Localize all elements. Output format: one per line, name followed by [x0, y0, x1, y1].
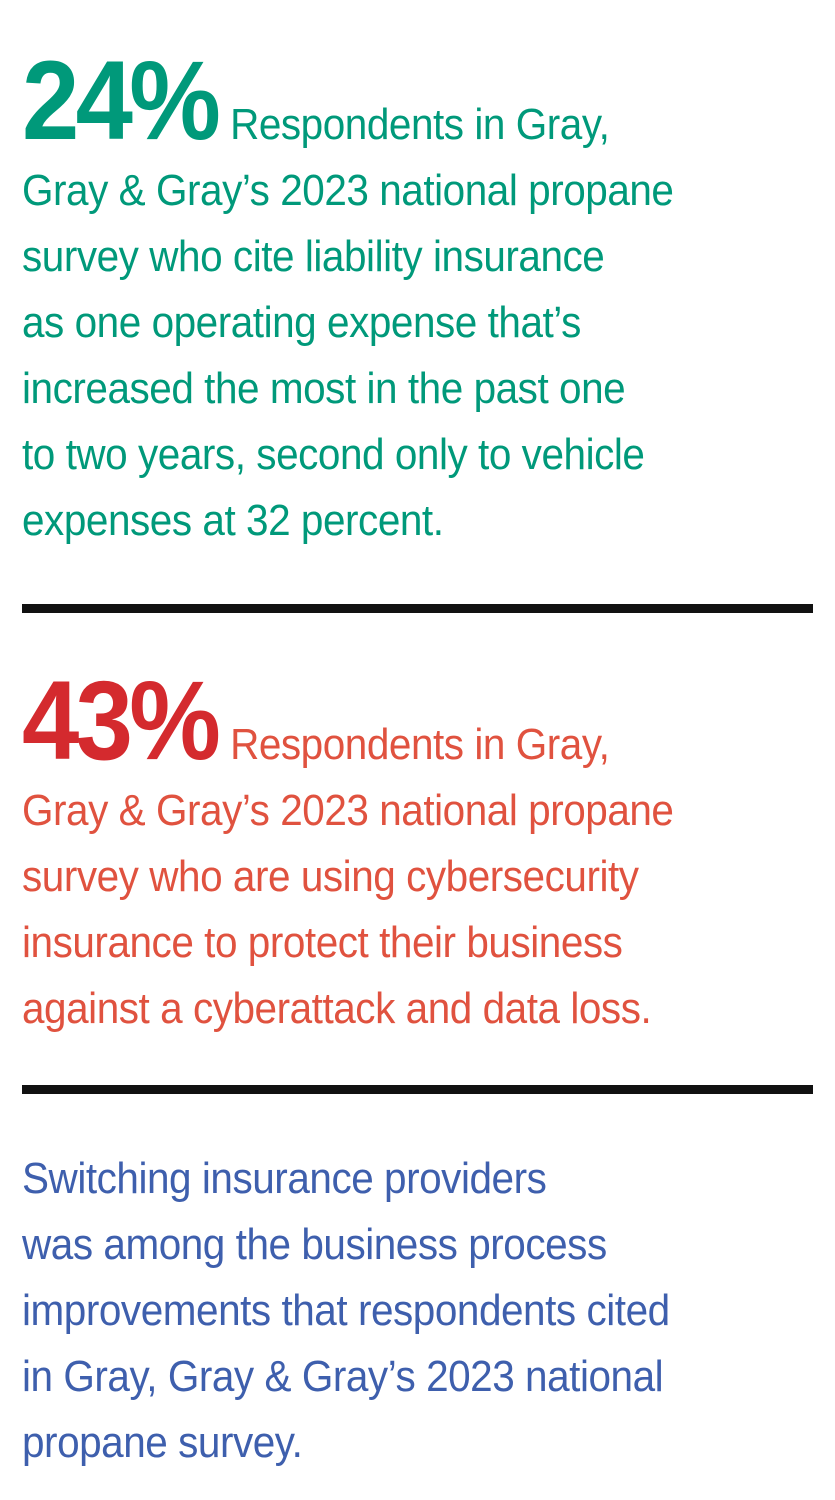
section-divider [22, 604, 813, 613]
stat-cybersecurity-insurance: 43% Respondents in Gray, Gray & Gray’s 20… [22, 665, 758, 1042]
stat-2-line-2: survey who are using cybersecurity [22, 852, 639, 901]
stat-3-line-1: was among the business process [22, 1220, 607, 1269]
stat-1-line-6: expenses at 32 percent. [22, 496, 444, 545]
stat-2-first-line: 43% Respondents in Gray, [22, 665, 758, 778]
stat-2-line-1: Gray & Gray’s 2023 national propane [22, 786, 674, 835]
stat-1-first-line: 24% Respondents in Gray, [22, 45, 758, 158]
stat-liability-insurance: 24% Respondents in Gray, Gray & Gray’s 20… [22, 45, 758, 554]
stat-3-line-4: propane survey. [22, 1418, 303, 1467]
stat-1-line-2: survey who cite liability insurance [22, 232, 605, 281]
stat-1-line-0: Respondents in Gray, [230, 100, 610, 149]
stat-3-line-2: improvements that respondents cited [22, 1286, 670, 1335]
stat-switching-providers: Switching insurance providers was among … [22, 1146, 758, 1476]
stat-2-line-0: Respondents in Gray, [230, 720, 610, 769]
stat-1-line-1: Gray & Gray’s 2023 national propane [22, 166, 674, 215]
stat-3-line-3: in Gray, Gray & Gray’s 2023 national [22, 1352, 664, 1401]
stat-1-figure: 24% [22, 38, 221, 163]
stat-1-line-4: increased the most in the past one [22, 364, 626, 413]
stat-1-line-5: to two years, second only to vehicle [22, 430, 645, 479]
stat-2-line-4: against a cyberattack and data loss. [22, 984, 652, 1033]
stat-2-figure: 43% [22, 658, 221, 783]
stat-2-line-3: insurance to protect their business [22, 918, 623, 967]
stat-3-line-0: Switching insurance providers [22, 1154, 547, 1203]
stat-1-line-3: as one operating expense that’s [22, 298, 581, 347]
section-divider [22, 1085, 813, 1094]
